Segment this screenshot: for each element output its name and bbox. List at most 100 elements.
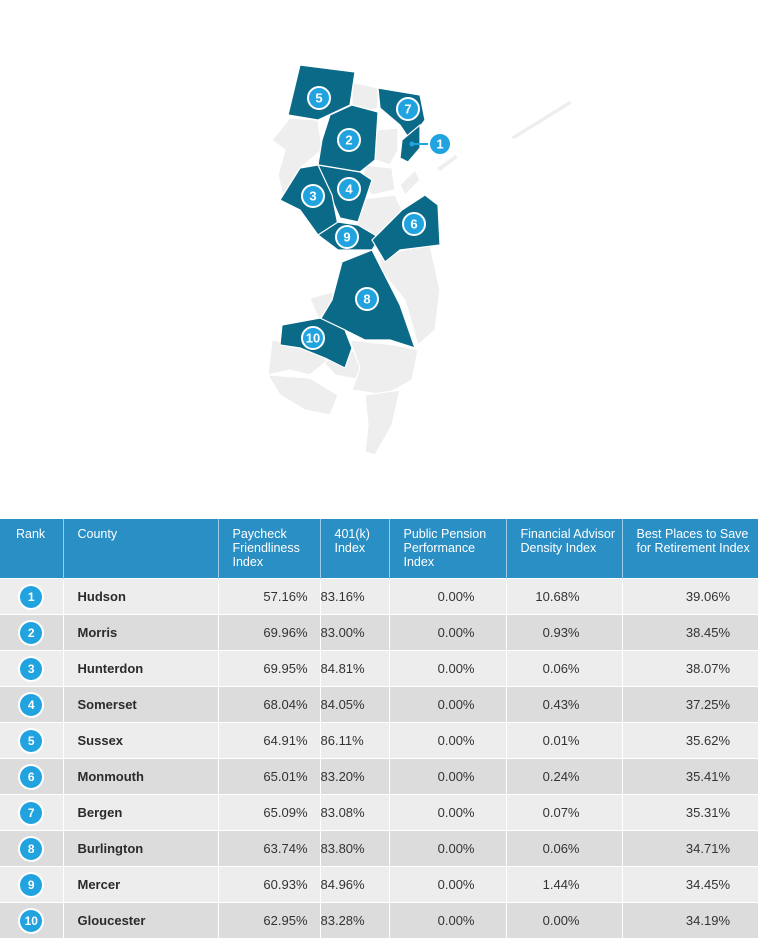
k401-cell: 83.20%	[319, 758, 389, 795]
paycheck-cell: 60.93%	[217, 866, 320, 903]
rank-cell: 8	[0, 830, 63, 867]
k401-cell: 83.28%	[319, 902, 389, 938]
county-shape-atlantic	[349, 339, 419, 396]
pension-cell: 0.00%	[388, 722, 506, 759]
paycheck-cell: 63.74%	[217, 830, 320, 867]
county-cell: Morris	[62, 614, 218, 651]
svg-text:7: 7	[404, 102, 411, 117]
table-row: 6 Monmouth 65.01% 83.20% 0.00% 0.24% 35.41%	[0, 758, 758, 795]
k401-cell: 83.80%	[319, 830, 389, 867]
svg-text:6: 6	[410, 217, 417, 232]
rank-badge: 4	[20, 693, 43, 716]
table-row: 8 Burlington 63.74% 83.80% 0.00% 0.06% 34.71%	[0, 830, 758, 867]
rank-cell: 5	[0, 722, 63, 759]
header-paycheck-friendliness: Paycheck Friendliness Index	[217, 519, 320, 579]
rank-cell: 4	[0, 686, 63, 723]
best-places-cell: 34.19%	[621, 902, 758, 938]
map-marker-6: 6	[402, 212, 426, 236]
paycheck-cell: 62.95%	[217, 902, 320, 938]
advisor-cell: 1.44%	[505, 866, 622, 903]
rank-badge: 3	[20, 657, 43, 680]
county-shape-long-island	[508, 99, 573, 141]
rank-badge: 9	[20, 873, 43, 896]
pension-cell: 0.00%	[388, 830, 506, 867]
county-cell: Hunterdon	[62, 650, 218, 687]
rankings-table: Rank County Paycheck Friendliness Index …	[0, 519, 758, 938]
svg-text:5: 5	[315, 91, 322, 106]
county-shape-cumberland	[266, 374, 339, 416]
svg-text:10: 10	[306, 331, 320, 346]
k401-cell: 83.08%	[319, 794, 389, 831]
header-advisor-density: Financial Advisor Density Index	[505, 519, 622, 579]
rank-badge: 1	[20, 585, 43, 608]
county-cell: Sussex	[62, 722, 218, 759]
table-row: 9 Mercer 60.93% 84.96% 0.00% 1.44% 34.45%	[0, 866, 758, 903]
header-county: County	[62, 519, 218, 579]
county-shape-cape-may	[364, 389, 401, 456]
svg-text:8: 8	[363, 292, 370, 307]
rank-badge: 8	[20, 837, 43, 860]
advisor-cell: 0.93%	[505, 614, 622, 651]
pension-cell: 0.00%	[388, 650, 506, 687]
k401-cell: 84.81%	[319, 650, 389, 687]
svg-text:4: 4	[345, 182, 353, 197]
best-places-cell: 35.62%	[621, 722, 758, 759]
paycheck-cell: 69.95%	[217, 650, 320, 687]
advisor-cell: 0.24%	[505, 758, 622, 795]
advisor-cell: 0.01%	[505, 722, 622, 759]
rank-cell: 6	[0, 758, 63, 795]
advisor-cell: 0.06%	[505, 650, 622, 687]
paycheck-cell: 65.01%	[217, 758, 320, 795]
advisor-cell: 0.06%	[505, 830, 622, 867]
table-row: 7 Bergen 65.09% 83.08% 0.00% 0.07% 35.31%	[0, 794, 758, 831]
pension-cell: 0.00%	[388, 614, 506, 651]
table-row: 2 Morris 69.96% 83.00% 0.00% 0.93% 38.45%	[0, 614, 758, 651]
advisor-cell: 0.07%	[505, 794, 622, 831]
pension-cell: 0.00%	[388, 578, 506, 615]
county-cell: Somerset	[62, 686, 218, 723]
county-shape-south-island	[435, 153, 459, 173]
table-row: 1 Hudson 57.16% 83.16% 0.00% 10.68% 39.06%	[0, 578, 758, 615]
paycheck-cell: 64.91%	[217, 722, 320, 759]
rank-badge: 2	[20, 621, 43, 644]
header-best-places-index: Best Places to Save for Retirement Index	[621, 519, 758, 579]
advisor-cell: 10.68%	[505, 578, 622, 615]
map-marker-1: 1	[428, 132, 452, 156]
county-cell: Burlington	[62, 830, 218, 867]
best-places-cell: 38.45%	[621, 614, 758, 651]
table-header-row: Rank County Paycheck Friendliness Index …	[0, 519, 758, 579]
hudson-leader-dot	[409, 141, 415, 147]
best-places-cell: 39.06%	[621, 578, 758, 615]
county-cell: Bergen	[62, 794, 218, 831]
header-401k-index: 401(k) Index	[319, 519, 389, 579]
table-row: 5 Sussex 64.91% 86.11% 0.00% 0.01% 35.62%	[0, 722, 758, 759]
best-places-cell: 34.45%	[621, 866, 758, 903]
rank-cell: 2	[0, 614, 63, 651]
best-places-cell: 34.71%	[621, 830, 758, 867]
k401-cell: 83.16%	[319, 578, 389, 615]
county-cell: Gloucester	[62, 902, 218, 938]
pension-cell: 0.00%	[388, 902, 506, 938]
rank-cell: 3	[0, 650, 63, 687]
k401-cell: 83.00%	[319, 614, 389, 651]
header-public-pension: Public Pension Performance Index	[388, 519, 506, 579]
rank-badge: 5	[20, 729, 43, 752]
county-cell: Monmouth	[62, 758, 218, 795]
paycheck-cell: 57.16%	[217, 578, 320, 615]
paycheck-cell: 65.09%	[217, 794, 320, 831]
rank-badge: 10	[20, 909, 43, 932]
paycheck-cell: 68.04%	[217, 686, 320, 723]
k401-cell: 84.05%	[319, 686, 389, 723]
best-places-cell: 38.07%	[621, 650, 758, 687]
advisor-cell: 0.00%	[505, 902, 622, 938]
table-row: 10 Gloucester 62.95% 83.28% 0.00% 0.00% 34.19%	[0, 902, 758, 938]
paycheck-cell: 69.96%	[217, 614, 320, 651]
rank-cell: 9	[0, 866, 63, 903]
rank-badge: 7	[20, 801, 43, 824]
map-marker-9: 9	[335, 225, 359, 249]
county-shape-essex	[374, 127, 399, 166]
map-marker-5: 5	[307, 86, 331, 110]
map-rank-markers: 1 2 3 4 5 6 7 8 9 10	[301, 86, 452, 350]
pension-cell: 0.00%	[388, 758, 506, 795]
map-marker-10: 10	[301, 326, 325, 350]
